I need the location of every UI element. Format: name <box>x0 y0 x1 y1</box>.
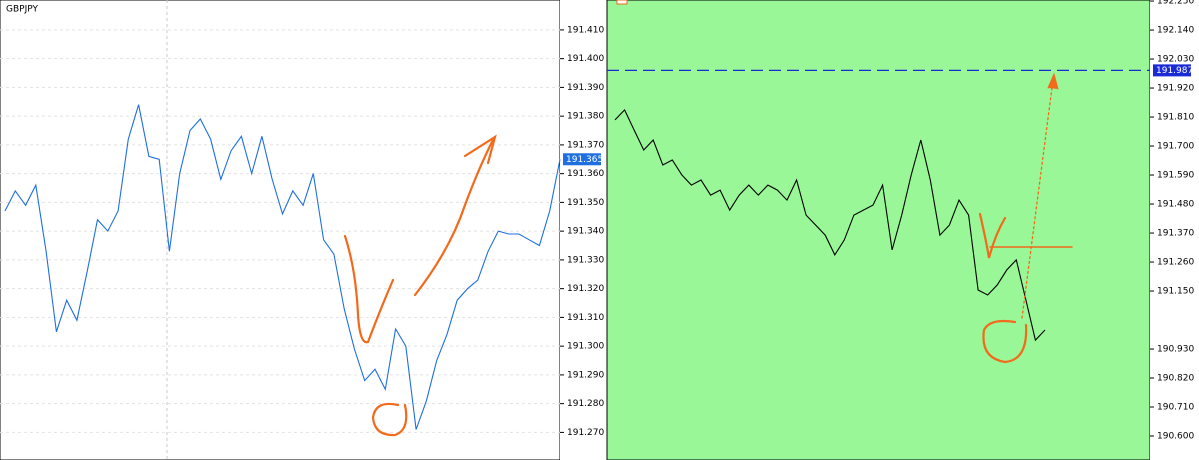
price-tag-label: 191.365 <box>566 155 603 165</box>
drawings <box>343 72 1073 437</box>
y-tick-label: 191.920 <box>1157 84 1194 94</box>
plot-background <box>606 0 1151 460</box>
y-tick-label: 191.280 <box>567 399 604 409</box>
price-axis <box>560 0 605 460</box>
orange-stroke <box>343 234 395 344</box>
level-tag-label: 191.987 <box>1156 66 1193 76</box>
symbol-label: GBPJPY <box>6 5 38 15</box>
y-tick-label: 191.330 <box>567 255 604 265</box>
y-tick-label: 191.150 <box>1157 287 1194 297</box>
y-tick-label: 191.320 <box>567 284 604 294</box>
y-tick-label: 192.140 <box>1157 26 1194 36</box>
y-tick-label: 191.590 <box>1157 171 1194 181</box>
price-line <box>614 108 1046 342</box>
y-tick-label: 190.710 <box>1157 403 1194 413</box>
orange-circle <box>982 319 1028 364</box>
y-tick-label: 191.310 <box>567 313 604 323</box>
y-tick-label: 191.270 <box>567 428 604 438</box>
y-tick-label: 191.380 <box>567 112 604 122</box>
y-tick-label: 191.300 <box>567 342 604 352</box>
dotted-arrow <box>1021 79 1054 319</box>
dotted-arrowhead <box>1047 72 1059 90</box>
level-tag <box>1153 64 1191 77</box>
y-tick-label: 191.260 <box>1157 258 1194 268</box>
price-axis <box>1150 0 1199 460</box>
toolbar-box <box>616 0 628 5</box>
y-tick-label: 190.930 <box>1157 345 1194 355</box>
price-tag <box>563 153 601 166</box>
y-tick-label: 190.820 <box>1157 374 1194 384</box>
y-tick-label: 191.360 <box>567 169 604 179</box>
y-tick-label: 191.370 <box>567 140 604 150</box>
price-line <box>4 104 561 430</box>
orange-circle <box>371 402 408 437</box>
orange-arrow <box>413 136 496 297</box>
y-tick-label: 191.480 <box>1157 200 1194 210</box>
y-tick-label: 191.290 <box>567 370 604 380</box>
orange-arrowhead <box>463 134 497 165</box>
right-chart: 192.250 192.140 192.030 191.920 191.810 191.7… <box>606 0 1199 460</box>
y-tick-label: 192.250 <box>1157 0 1194 7</box>
orange-v <box>978 212 1007 259</box>
y-tick-label: 191.410 <box>567 25 604 35</box>
y-tick-label: 191.340 <box>567 227 604 237</box>
left-chart: 191.410 191.400 191.390 191.380 191.370 191.3… <box>0 0 605 460</box>
y-tick-label: 191.700 <box>1157 142 1194 152</box>
plot-background <box>0 0 561 460</box>
y-tick-label: 191.350 <box>567 198 604 208</box>
y-tick-label: 191.400 <box>567 54 604 64</box>
y-tick-label: 191.810 <box>1157 113 1194 123</box>
y-tick-label: 191.390 <box>567 83 604 93</box>
y-tick-label: 192.030 <box>1157 55 1194 65</box>
y-tick-label: 191.370 <box>1157 229 1194 239</box>
y-tick-label: 190.600 <box>1157 432 1194 442</box>
